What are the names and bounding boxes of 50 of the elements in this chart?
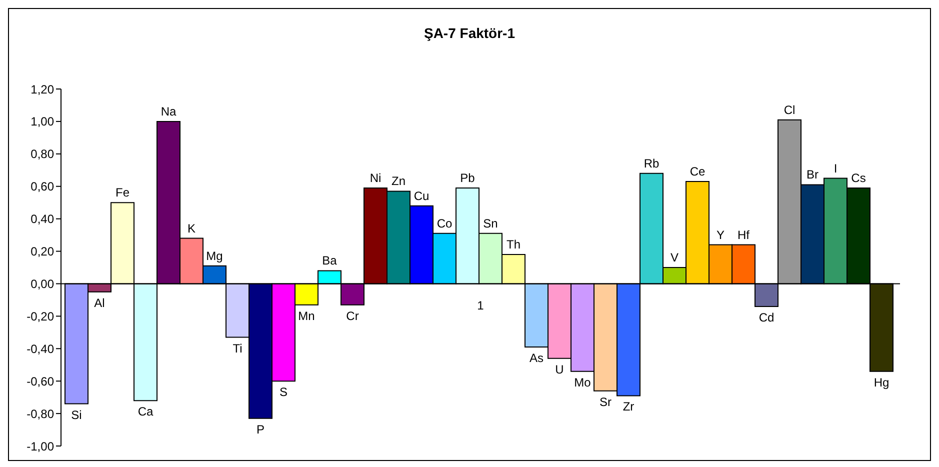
chart-title: ŞA-7 Faktör-1 [422, 25, 516, 41]
series-label: Co [436, 216, 452, 230]
series-label: S [279, 385, 288, 400]
series-label: Hg [874, 375, 890, 390]
series-label: Ce [690, 164, 706, 178]
y-tick-label: -0,80 [26, 406, 54, 421]
series-label: V [670, 250, 679, 264]
y-tick-label: -0,60 [26, 374, 54, 388]
y-tick-label: 1,20 [30, 82, 54, 96]
x-tick-label: 1 [477, 298, 484, 313]
y-tick-label: -0,40 [26, 342, 54, 356]
series-label: Ba [322, 254, 338, 268]
y-tick-label: 0,20 [30, 244, 54, 259]
series-label: Mo [574, 375, 592, 390]
y-tick-label: 1,00 [30, 114, 54, 129]
y-tick-label: -1,00 [26, 439, 54, 454]
series-label: Pb [460, 170, 476, 185]
series-label: Zr [622, 400, 634, 414]
series-label: Th [506, 238, 521, 252]
series-label: Ti [232, 341, 242, 356]
series-label: U [555, 362, 564, 376]
series-label: Zn [391, 174, 406, 188]
series-label: K [187, 221, 196, 236]
series-label: Sn [483, 216, 498, 230]
series-label: Fe [115, 186, 130, 200]
series-label: Sr [600, 394, 612, 409]
y-tick-label: 0,00 [30, 276, 54, 291]
series-label: Cs [851, 170, 866, 185]
series-label: Cu [414, 188, 430, 203]
series-label: As [529, 351, 544, 366]
series-label: Mn [298, 308, 315, 323]
y-tick-label: 0,40 [30, 212, 54, 226]
y-tick-label: 0,60 [30, 180, 54, 194]
series-label: Cr [346, 308, 359, 323]
series-label: Si [71, 408, 82, 422]
series-label: Rb [644, 156, 660, 170]
series-label: Cd [758, 310, 774, 324]
series-label: P [256, 422, 265, 436]
series-label: I [834, 161, 838, 176]
series-label: Hf [738, 228, 750, 242]
series-label: Na [160, 104, 176, 118]
series-label: Mg [206, 248, 223, 263]
series-label: Y [716, 228, 725, 242]
series-label: Ca [138, 404, 154, 419]
series-label: Br [806, 168, 819, 182]
series-label: Ni [370, 170, 382, 185]
series-label: Al [94, 296, 105, 310]
y-tick-label: 0,80 [30, 147, 54, 162]
y-tick-label: -0,20 [26, 309, 54, 324]
series-label: Cl [784, 102, 796, 117]
